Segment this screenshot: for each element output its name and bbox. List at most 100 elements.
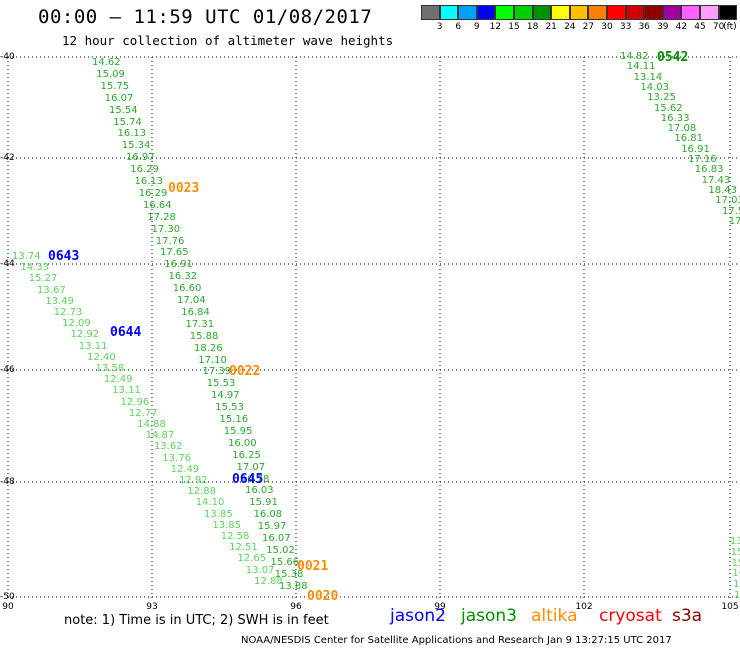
- scale-swatch: [718, 5, 738, 20]
- swh-value: 17.65: [160, 247, 189, 259]
- scale-label: 36: [638, 22, 650, 32]
- swh-value: 14.33: [20, 262, 49, 274]
- swh-value: 13.85: [204, 508, 233, 520]
- swh-value: 16.64: [143, 199, 172, 211]
- swh-value: 17.22: [728, 215, 740, 227]
- scale-swatch: [699, 5, 719, 20]
- latitude-label: -44: [0, 259, 15, 269]
- scale-label: 27: [582, 22, 595, 32]
- swh-value: 16.78: [240, 473, 270, 485]
- swh-value: 16.: [732, 568, 740, 580]
- legend-s3a: s3a: [672, 606, 703, 626]
- swh-value: 15.53: [215, 402, 244, 414]
- swh-value: 12.92: [70, 329, 100, 341]
- scale-label: 6: [455, 22, 462, 32]
- latitude-label: -48: [0, 477, 15, 487]
- swh-value: 15: [731, 557, 740, 569]
- swh-value: 13.11: [78, 340, 108, 352]
- swh-value: 17.31: [185, 318, 215, 330]
- swh-value: 13.62: [153, 441, 183, 453]
- swh-value: 17.54: [722, 205, 740, 217]
- swh-value: 16.81: [674, 133, 704, 145]
- swh-value: 13.85: [212, 519, 242, 531]
- swh-value: 18.43: [708, 184, 738, 196]
- swh-value: 16.13: [134, 176, 164, 187]
- scale-label: 9: [473, 22, 480, 32]
- scale-label: 24: [564, 22, 576, 32]
- swh-value: 16.33: [660, 112, 690, 124]
- swh-value: 15.91: [249, 497, 278, 509]
- swh-value: 14.97: [211, 390, 240, 402]
- longitude-label: 90: [2, 602, 14, 612]
- credit-line: NOAA/NESDIS Center for Satellite Applica…: [241, 635, 672, 646]
- swh-value: 12.40: [87, 351, 116, 363]
- latitude-label: -40: [0, 52, 15, 62]
- swh-value: 18.26: [194, 342, 223, 354]
- swh-value: 13.67: [37, 284, 66, 296]
- swh-value: 12.96: [120, 396, 150, 408]
- legend-jason2: jason2: [390, 606, 446, 626]
- map-subtitle: 12 hour collection of altimeter wave hei…: [62, 33, 394, 48]
- swh-value: 15.66: [270, 556, 300, 568]
- longitude-label: 99: [434, 602, 446, 612]
- swh-value: 17.28: [147, 211, 176, 223]
- swh-value: 15.16: [219, 414, 249, 425]
- swh-value: 12.73: [53, 307, 83, 318]
- swh-value: 17.10: [198, 354, 227, 366]
- scale-swatch: [662, 5, 682, 20]
- swh-value: 12.88: [254, 575, 283, 587]
- scale-swatch: [569, 5, 589, 20]
- scale-swatch: [532, 5, 552, 20]
- swh-value: 13.25: [647, 92, 676, 104]
- longitude-label: 105: [721, 602, 739, 612]
- swh-value: 17.07: [236, 461, 266, 473]
- swh-value: 12.58: [220, 531, 250, 542]
- swh-value: 14.87: [145, 430, 175, 442]
- swh-value: 15.53: [206, 378, 236, 390]
- swh-value: 16.07: [262, 533, 291, 544]
- latitude-label: -42: [0, 153, 15, 163]
- pass-time-label: 0023: [168, 181, 200, 196]
- scale-label: 3: [436, 22, 443, 32]
- swh-value: 16.08: [253, 509, 283, 521]
- swh-value: 13: [730, 536, 740, 547]
- swh-value: 16.60: [172, 283, 202, 295]
- swh-value: 17.43: [701, 174, 731, 186]
- swh-value: 12.09: [62, 318, 91, 330]
- swh-value: 17.76: [155, 235, 185, 247]
- map-title: 00:00 – 11:59 UTC 01/08/2017: [38, 6, 373, 28]
- scale-swatch: [439, 5, 459, 20]
- swh-value: 15.75: [100, 80, 130, 92]
- swh-value: 17.16: [688, 154, 717, 165]
- swh-value: 16.84: [181, 306, 210, 318]
- swh-value: 16.91: [164, 259, 193, 271]
- swh-value: 16.00: [228, 437, 257, 449]
- swh-value: 15.09: [96, 68, 125, 80]
- swh-value: 14.10: [195, 497, 225, 509]
- swh-value: 12.65: [237, 553, 267, 565]
- scale-swatch: [588, 5, 607, 20]
- swh-value: 13.58: [95, 363, 125, 374]
- scale-label: 12: [489, 22, 502, 32]
- scale-label: 21: [545, 22, 557, 32]
- swh-value: 15.74: [113, 116, 142, 128]
- swh-value: 16.32: [168, 271, 198, 283]
- swh-value: 15.38: [274, 568, 304, 580]
- swh-value: 13.14: [633, 71, 663, 83]
- swh-value: 16.03: [245, 485, 274, 497]
- longitude-label: 102: [575, 602, 593, 612]
- scale-label: 15: [508, 22, 520, 32]
- swh-value: 15: [730, 546, 740, 558]
- legend-altika: altika: [531, 606, 578, 626]
- swh-value: 16.29: [130, 164, 159, 176]
- swh-value: 12.49: [103, 374, 133, 386]
- swh-value: 13.81: [734, 590, 740, 601]
- scale-swatch: [606, 5, 626, 20]
- swh-value: 15.97: [257, 521, 287, 533]
- swh-value: 13.11: [112, 385, 141, 397]
- color-scale-bar: [421, 5, 738, 20]
- swh-value: 17.30: [151, 223, 181, 235]
- swh-value: 12.49: [170, 463, 200, 475]
